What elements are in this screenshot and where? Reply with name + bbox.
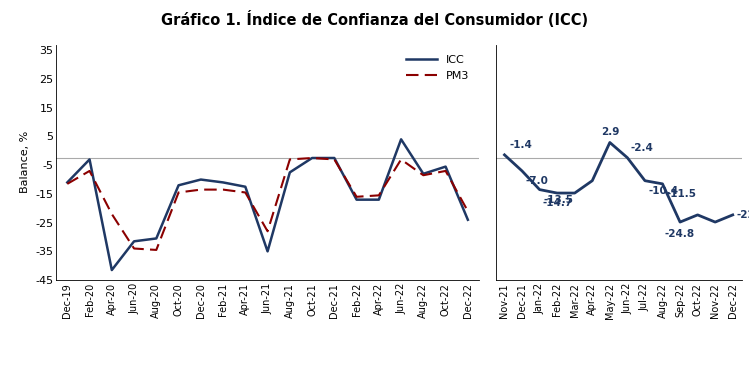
Text: -11.5: -11.5 [666,189,696,199]
Text: -7.0: -7.0 [526,176,548,186]
Legend: ICC, PM3: ICC, PM3 [401,50,473,86]
Text: -2.4: -2.4 [631,143,654,152]
Text: -24.8: -24.8 [665,229,695,239]
Text: -14.7: -14.7 [542,198,572,208]
Text: -1.4: -1.4 [510,140,533,150]
Text: -10.4: -10.4 [649,186,679,196]
Text: 2.9: 2.9 [601,127,619,137]
Text: -22.3: -22.3 [736,210,749,220]
Text: -13.5: -13.5 [543,195,573,205]
Y-axis label: Balance, %: Balance, % [19,131,30,193]
Text: Gráfico 1. Índice de Confianza del Consumidor (ICC): Gráfico 1. Índice de Confianza del Consu… [161,11,588,28]
